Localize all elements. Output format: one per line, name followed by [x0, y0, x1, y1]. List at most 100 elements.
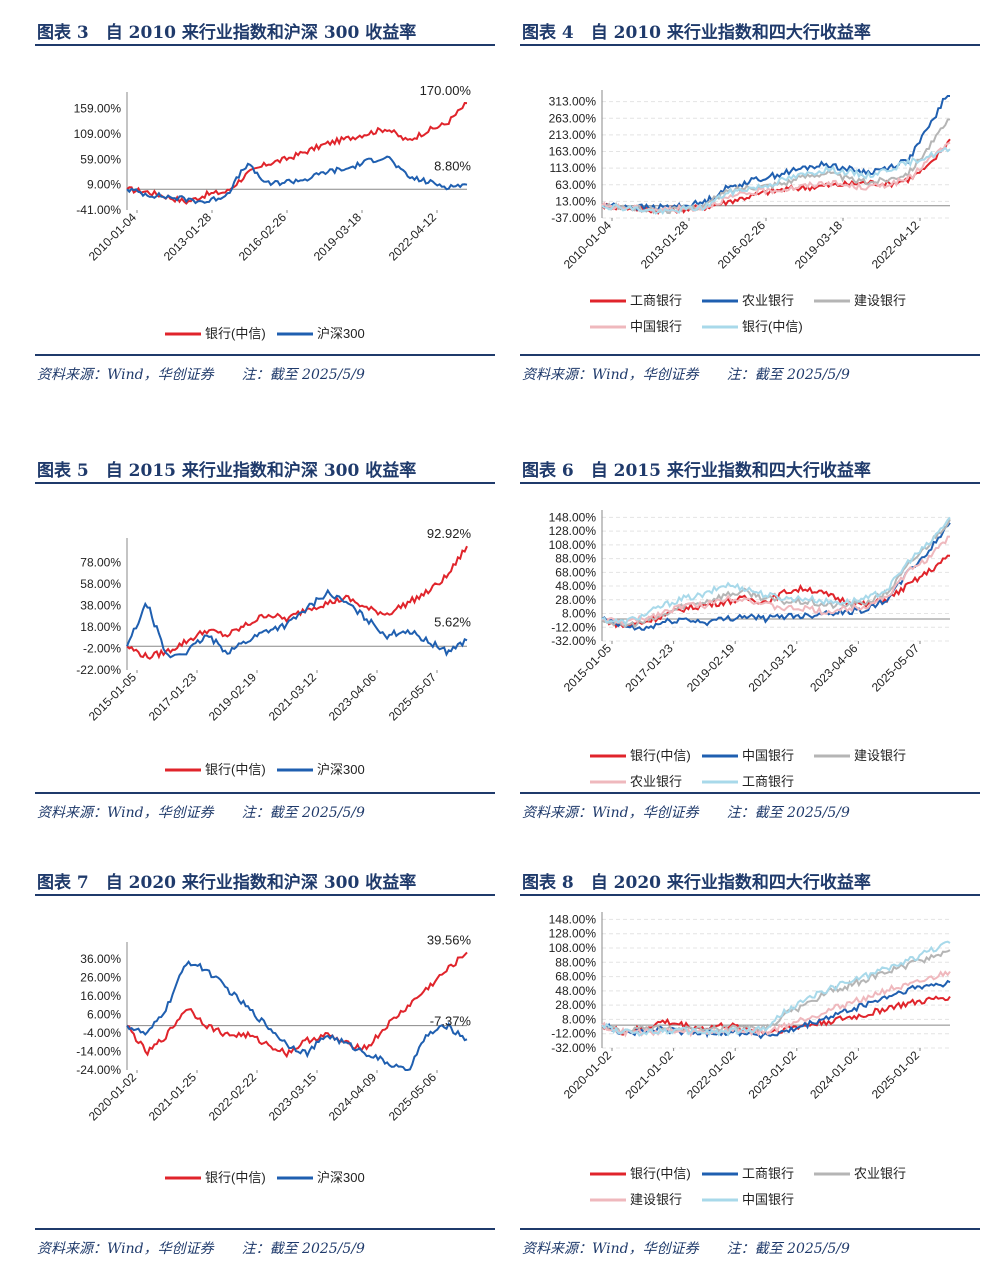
legend-label: 沪深300: [317, 762, 365, 777]
legend-label: 沪深300: [317, 1170, 365, 1185]
y-tick-label: 16.00%: [80, 989, 121, 1003]
y-tick-label: 159.00%: [74, 102, 122, 116]
y-tick-label: 213.00%: [549, 128, 597, 142]
line-chart: 36.00% 26.00% 16.00% 6.00% -4.00% -14.00% -24.…: [76, 932, 472, 1185]
x-tick-label: 2021-03-12: [746, 641, 800, 695]
y-tick-label: 13.00%: [555, 194, 596, 208]
x-tick-label: 2025-05-07: [869, 641, 923, 695]
figure-title: 图表 8 自 2020 来行业指数和四大行收益率: [522, 873, 871, 893]
source-note: 资料来源：Wind，华创证券 注：截至 2025/5/9: [522, 1241, 850, 1257]
legend-label: 银行(中信): [205, 326, 266, 341]
x-tick-label: 2023-04-06: [807, 641, 861, 695]
source-note: 资料来源：Wind，华创证券 注：截至 2025/5/9: [37, 367, 365, 383]
y-tick-label: 26.00%: [80, 971, 121, 985]
end-value-label: 39.56%: [427, 932, 472, 947]
y-tick-label: -22.00%: [76, 663, 121, 677]
y-tick-label: 88.00%: [555, 955, 596, 969]
x-tick-label: 2023-01-02: [746, 1048, 800, 1102]
end-value-label: 170.00%: [420, 83, 472, 98]
source-note: 资料来源：Wind，华创证券 注：截至 2025/5/9: [37, 1241, 365, 1257]
line-chart: 313.00% 263.00% 213.00% 163.00% 113.00% 63.00…: [549, 90, 951, 334]
title-rule: [35, 894, 495, 896]
line-chart: 148.00%128.00%108.00%88.00%68.00%48.00%2…: [549, 912, 951, 1207]
y-tick-label: 313.00%: [549, 95, 597, 109]
source-rule: [520, 1228, 980, 1230]
line-chart: 148.00%128.00%108.00%88.00%68.00%48.00% 2…: [549, 510, 951, 789]
x-tick-label: 2022-02-22: [206, 1070, 260, 1124]
legend-label: 工商银行: [742, 1166, 794, 1181]
legend-label: 银行(中信): [742, 319, 803, 334]
series-line-1: [126, 155, 468, 205]
y-tick-label: 8.00%: [562, 1012, 596, 1026]
y-tick-label: 58.00%: [80, 577, 121, 591]
x-tick-label: 2022-04-12: [386, 210, 440, 264]
x-tick-label: 2013-01-28: [161, 210, 215, 264]
y-tick-label: 48.00%: [555, 984, 596, 998]
series-line-0: [126, 951, 468, 1059]
legend-label: 中国银行: [630, 319, 682, 334]
end-value-label: -7.37%: [430, 1013, 472, 1028]
line-chart: 159.00% 109.00% 59.00% 9.00% -41.00%2010-01-…: [74, 83, 472, 341]
y-tick-label: -4.00%: [83, 1026, 121, 1040]
x-tick-label: 2020-01-02: [561, 1048, 615, 1102]
source-note: 资料来源：Wind，华创证券 注：截至 2025/5/9: [522, 805, 850, 821]
legend-label: 工商银行: [630, 293, 682, 308]
y-tick-label: 148.00%: [549, 912, 597, 926]
legend-label: 农业银行: [854, 1166, 906, 1181]
y-tick-label: 36.00%: [80, 952, 121, 966]
x-tick-label: 2017-01-23: [622, 641, 676, 695]
x-tick-label: 2024-04-09: [326, 1070, 380, 1124]
y-tick-label: 48.00%: [555, 579, 596, 593]
y-tick-label: 108.00%: [549, 538, 597, 552]
figure-title: 图表 6 自 2015 来行业指数和四大行收益率: [522, 461, 871, 481]
x-tick-label: 2021-01-02: [622, 1048, 676, 1102]
end-value-label: 5.62%: [434, 614, 471, 629]
end-value-label: 8.80%: [434, 159, 471, 174]
x-tick-label: 2022-01-02: [684, 1048, 738, 1102]
y-tick-label: 128.00%: [549, 524, 597, 538]
figure-title: 图表 3 自 2010 来行业指数和沪深 300 收益率: [37, 23, 417, 43]
source-rule: [520, 354, 980, 356]
x-tick-label: 2019-02-19: [684, 641, 738, 695]
x-tick-label: 2023-03-15: [266, 1070, 320, 1124]
y-tick-label: 148.00%: [549, 510, 597, 524]
figure-4: 图表 4 自 2010 来行业指数和四大行收益率 313.00% 263.00% 2…: [520, 12, 980, 392]
x-tick-label: 2020-01-02: [86, 1070, 140, 1124]
figure-title: 图表 7 自 2020 来行业指数和沪深 300 收益率: [37, 873, 417, 893]
y-tick-label: -37.00%: [551, 211, 596, 225]
y-tick-label: 6.00%: [87, 1008, 121, 1022]
x-tick-label: 2023-04-06: [326, 670, 380, 724]
y-tick-label: 68.00%: [555, 565, 596, 579]
legend-label: 沪深300: [317, 326, 365, 341]
legend-label: 银行(中信): [205, 762, 266, 777]
x-tick-label: 2015-01-05: [86, 670, 140, 724]
y-tick-label: 28.00%: [555, 998, 596, 1012]
x-tick-label: 2019-03-18: [311, 210, 365, 264]
x-tick-label: 2021-03-12: [266, 670, 320, 724]
y-tick-label: -41.00%: [76, 203, 121, 217]
legend-label: 建设银行: [854, 748, 906, 763]
series-line-2: [601, 518, 951, 629]
y-tick-label: -12.00%: [551, 1027, 596, 1041]
legend-label: 工商银行: [742, 774, 794, 789]
y-tick-label: 8.00%: [562, 607, 596, 621]
legend-label: 银行(中信): [630, 748, 691, 763]
y-tick-label: 78.00%: [80, 555, 121, 569]
title-rule: [35, 482, 495, 484]
figure-6: 图表 6 自 2015 来行业指数和四大行收益率 148.00% 128.00% 1…: [520, 450, 980, 830]
series-line-4: [601, 940, 951, 1037]
source-rule: [520, 792, 980, 794]
series-line-1: [601, 95, 950, 211]
figure-title: 图表 5 自 2015 来行业指数和沪深 300 收益率: [37, 461, 417, 481]
series-line-0: [126, 545, 468, 660]
y-tick-label: 108.00%: [549, 941, 597, 955]
legend-label: 农业银行: [630, 774, 682, 789]
legend-label: 建设银行: [630, 1192, 682, 1207]
x-tick-label: 2016-02-26: [715, 218, 769, 272]
figure-title: 图表 4 自 2010 来行业指数和四大行收益率: [522, 23, 871, 43]
x-tick-label: 2017-01-23: [146, 670, 200, 724]
x-tick-label: 2010-01-04: [561, 218, 615, 272]
series-line-4: [601, 516, 951, 627]
y-tick-label: 88.00%: [555, 552, 596, 566]
legend-label: 建设银行: [854, 293, 906, 308]
